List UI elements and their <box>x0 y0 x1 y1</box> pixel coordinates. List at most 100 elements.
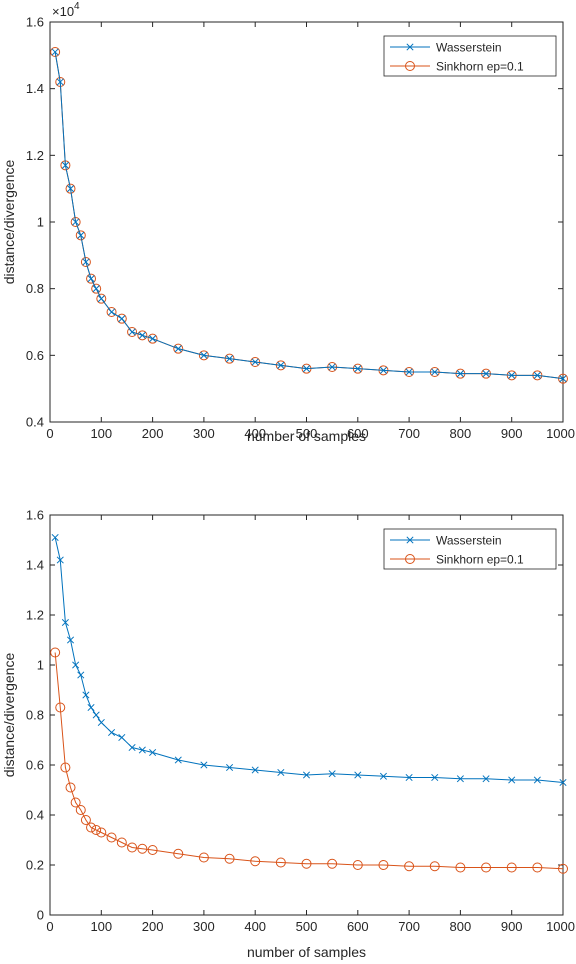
data-point <box>86 822 97 833</box>
legend-label: Wasserstein <box>436 534 502 548</box>
y-axis-label: distance/divergence <box>1 653 17 778</box>
data-point <box>429 861 440 872</box>
data-point <box>559 375 567 383</box>
data-point <box>61 618 69 627</box>
x-tick-label: 300 <box>193 426 215 441</box>
x-tick-label: 700 <box>398 426 420 441</box>
series-line <box>54 51 564 380</box>
legend-label: Wasserstein <box>436 41 502 55</box>
x-tick-label: 200 <box>142 426 164 441</box>
data-point <box>72 661 80 669</box>
data-point <box>96 827 107 838</box>
data-point <box>118 733 126 742</box>
x-tick-label: 0 <box>46 426 53 441</box>
data-point <box>55 702 66 713</box>
data-point <box>75 805 86 815</box>
data-point <box>200 351 208 359</box>
data-point <box>533 776 541 784</box>
y-tick-label: 1 <box>37 215 44 230</box>
y-axis-label: distance/divergence <box>1 160 17 285</box>
series-line <box>54 537 564 783</box>
data-point <box>50 647 61 658</box>
data-point <box>275 857 286 868</box>
data-point <box>60 762 71 773</box>
data-point <box>198 852 209 863</box>
y-tick-label: 0.4 <box>26 415 44 430</box>
data-point <box>82 691 90 699</box>
data-point <box>147 845 158 855</box>
legend-marker <box>405 61 415 71</box>
legend-marker <box>406 43 414 51</box>
x-tick-label: 800 <box>450 426 472 441</box>
y-tick-label: 1.4 <box>26 81 44 96</box>
legend-label: Sinkhorn ep=0.1 <box>436 60 524 74</box>
y-tick-label: 1.4 <box>26 558 44 573</box>
data-point <box>354 365 362 373</box>
data-point <box>80 815 91 825</box>
y-tick-label: 0.6 <box>26 348 44 363</box>
y-exponent-power: 4 <box>74 1 80 12</box>
data-point <box>128 328 136 336</box>
chart-2: 0 100 200 300 400 500 600 700 800 900 1000 0 0.2 0.4 0… <box>1 508 575 961</box>
data-point <box>558 863 568 874</box>
x-tick-label: 900 <box>501 919 523 934</box>
data-point <box>108 728 116 737</box>
data-point <box>51 48 59 56</box>
data-point <box>404 861 415 872</box>
data-point <box>224 853 235 864</box>
data-point <box>277 768 285 777</box>
y-exponent-label: ×10 <box>52 4 74 19</box>
data-point <box>532 862 543 873</box>
y-tick-label: 0.6 <box>26 758 44 773</box>
x-axis-label: number of samples <box>247 428 366 444</box>
x-tick-label: 500 <box>296 919 318 934</box>
data-point <box>72 218 80 226</box>
data-point <box>250 856 261 867</box>
y-tick-label: 0.2 <box>26 858 44 873</box>
data-point <box>352 860 363 870</box>
data-point <box>302 771 311 779</box>
data-point <box>275 360 286 371</box>
data-point <box>97 295 105 303</box>
y-tick-label: 0.4 <box>26 808 44 823</box>
legend: Wasserstein Sinkhorn ep=0.1 <box>383 35 557 77</box>
data-point <box>75 230 86 241</box>
data-point <box>51 533 59 542</box>
data-point <box>50 47 61 57</box>
data-point <box>251 766 259 774</box>
data-point <box>533 371 541 379</box>
data-point <box>96 293 107 304</box>
data-point <box>92 285 100 293</box>
data-point <box>354 771 362 779</box>
series-wasserstein <box>51 533 567 787</box>
data-point <box>198 350 209 361</box>
x-tick-label: 600 <box>347 919 369 934</box>
series-line <box>54 51 564 380</box>
data-point <box>508 776 516 784</box>
data-point <box>77 671 85 679</box>
data-point <box>82 258 90 266</box>
data-point <box>70 217 81 227</box>
data-point <box>106 832 117 843</box>
legend-marker <box>406 536 414 544</box>
y-tick-label: 0.8 <box>26 281 44 296</box>
data-point <box>149 748 157 757</box>
data-point <box>379 772 388 780</box>
data-point <box>56 78 64 86</box>
y-tick-label: 0 <box>37 908 44 923</box>
data-point <box>302 365 311 373</box>
x-tick-label: 200 <box>142 919 164 934</box>
legend-item: Wasserstein <box>390 534 502 548</box>
legend-item: Sinkhorn ep=0.1 <box>390 553 524 567</box>
legend: Wasserstein Sinkhorn ep=0.1 <box>383 528 557 570</box>
data-point <box>118 315 126 323</box>
x-tick-label: 1000 <box>546 919 575 934</box>
x-tick-label: 100 <box>90 919 112 934</box>
data-point <box>149 335 157 343</box>
data-point <box>328 770 336 778</box>
data-point <box>92 711 100 719</box>
data-point <box>128 743 136 752</box>
x-tick-label: 900 <box>501 426 523 441</box>
x-tick-label: 600 <box>347 426 369 441</box>
